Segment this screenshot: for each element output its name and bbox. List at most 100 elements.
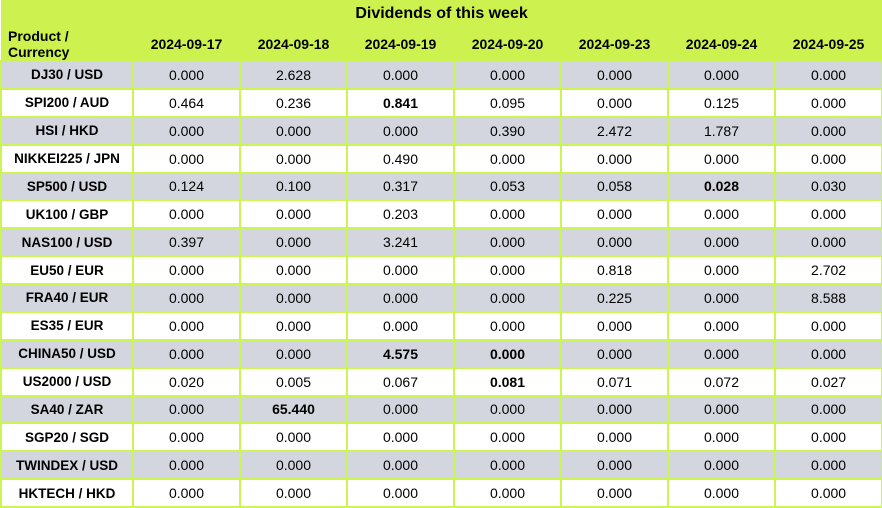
value-cell: 0.000 — [346, 478, 455, 508]
value-cell: 0.000 — [239, 422, 348, 453]
value-cell: 0.000 — [132, 199, 241, 230]
value-cell: 0.124 — [132, 171, 241, 202]
value-cell: 0.071 — [560, 366, 669, 397]
value-cell: 0.000 — [667, 422, 776, 453]
value-cell: 0.000 — [560, 450, 669, 481]
table-row: DJ30 / USD 0.000 2.628 0.000 0.000 0.000 0.000… — [0, 60, 882, 90]
value-cell: 0.000 — [773, 478, 882, 508]
table-body: DJ30 / USD 0.000 2.628 0.000 0.000 0.000 0.000… — [0, 60, 882, 508]
value-cell: 0.490 — [346, 143, 455, 174]
value-cell: 0.000 — [773, 338, 882, 369]
product-cell: SA40 / ZAR — [0, 394, 134, 425]
value-cell: 0.000 — [667, 478, 776, 508]
value-cell: 0.095 — [453, 87, 562, 118]
value-cell: 0.000 — [560, 394, 669, 425]
value-cell: 0.000 — [132, 310, 241, 341]
table-row: HKTECH / HKD 0.000 0.000 0.000 0.000 0.000 0.0… — [0, 478, 882, 508]
value-cell: 0.317 — [346, 171, 455, 202]
table-row: CHINA50 / USD 0.000 0.000 4.575 0.000 0.000 0.… — [0, 338, 882, 369]
value-cell: 0.000 — [453, 227, 562, 258]
value-cell: 0.000 — [667, 255, 776, 285]
value-cell: 0.000 — [560, 227, 669, 258]
value-cell: 0.000 — [453, 478, 562, 508]
product-cell: SGP20 / SGD — [0, 422, 134, 453]
value-cell: 0.000 — [239, 283, 348, 313]
value-cell: 4.575 — [346, 338, 455, 369]
value-cell: 0.464 — [132, 87, 241, 118]
column-header-date-3: 2024-09-19 — [347, 28, 454, 61]
column-header-product: Product / Currency — [1, 28, 133, 61]
product-cell: SPI200 / AUD — [0, 87, 134, 118]
value-cell: 0.000 — [132, 283, 241, 313]
value-cell: 0.000 — [453, 450, 562, 481]
value-cell: 0.000 — [346, 450, 455, 481]
value-cell: 0.020 — [132, 366, 241, 397]
value-cell: 65.440 — [239, 394, 348, 425]
value-cell: 0.000 — [560, 199, 669, 230]
value-cell: 0.000 — [560, 87, 669, 118]
value-cell: 0.000 — [346, 283, 455, 313]
value-cell: 0.818 — [560, 255, 669, 285]
value-cell: 0.236 — [239, 87, 348, 118]
value-cell: 0.000 — [239, 143, 348, 174]
value-cell: 0.053 — [453, 171, 562, 202]
table-row: TWINDEX / USD 0.000 0.000 0.000 0.000 0.000 0.… — [0, 450, 882, 481]
value-cell: 0.000 — [346, 60, 455, 90]
table-row: UK100 / GBP 0.000 0.000 0.203 0.000 0.000 0.00… — [0, 199, 882, 230]
product-cell: EU50 / EUR — [0, 255, 134, 285]
value-cell: 0.000 — [453, 394, 562, 425]
value-cell: 0.225 — [560, 283, 669, 313]
table-row: HSI / HKD 0.000 0.000 0.000 0.390 2.472 1.787 0… — [0, 115, 882, 146]
value-cell: 0.000 — [453, 310, 562, 341]
table-row: US2000 / USD 0.020 0.005 0.067 0.081 0.071 0.0… — [0, 366, 882, 397]
value-cell: 0.000 — [239, 310, 348, 341]
value-cell: 0.000 — [453, 143, 562, 174]
product-cell: FRA40 / EUR — [0, 283, 134, 313]
table-row: SP500 / USD 0.124 0.100 0.317 0.053 0.058 0.02… — [0, 171, 882, 202]
value-cell: 0.100 — [239, 171, 348, 202]
value-cell: 0.000 — [346, 422, 455, 453]
table-row: NAS100 / USD 0.397 0.000 3.241 0.000 0.000 0.0… — [0, 227, 882, 258]
product-cell: SP500 / USD — [0, 171, 134, 202]
column-header-date-6: 2024-09-24 — [668, 28, 775, 61]
value-cell: 0.000 — [346, 310, 455, 341]
value-cell: 0.000 — [667, 60, 776, 90]
column-header-date-4: 2024-09-20 — [454, 28, 561, 61]
column-header-date-7: 2024-09-25 — [775, 28, 882, 61]
value-cell: 0.000 — [453, 199, 562, 230]
value-cell: 0.000 — [453, 338, 562, 369]
value-cell: 0.000 — [346, 115, 455, 146]
table-header-row: Product / Currency 2024-09-17 2024-09-18… — [1, 28, 882, 61]
value-cell: 0.000 — [560, 310, 669, 341]
value-cell: 0.000 — [453, 283, 562, 313]
value-cell: 0.000 — [560, 422, 669, 453]
column-header-date-5: 2024-09-23 — [561, 28, 668, 61]
value-cell: 0.000 — [773, 115, 882, 146]
value-cell: 0.000 — [560, 60, 669, 90]
value-cell: 0.000 — [453, 60, 562, 90]
column-header-date-2: 2024-09-18 — [240, 28, 347, 61]
value-cell: 0.000 — [773, 450, 882, 481]
value-cell: 2.472 — [560, 115, 669, 146]
value-cell: 0.000 — [132, 338, 241, 369]
value-cell: 0.030 — [773, 171, 882, 202]
table-row: SA40 / ZAR 0.000 65.440 0.000 0.000 0.000 0.00… — [0, 394, 882, 425]
value-cell: 0.397 — [132, 227, 241, 258]
value-cell: 2.702 — [773, 255, 882, 285]
value-cell: 0.000 — [132, 143, 241, 174]
value-cell: 0.000 — [773, 199, 882, 230]
value-cell: 0.000 — [667, 143, 776, 174]
value-cell: 0.000 — [239, 255, 348, 285]
value-cell: 0.000 — [667, 338, 776, 369]
value-cell: 0.000 — [773, 394, 882, 425]
value-cell: 0.000 — [667, 450, 776, 481]
product-cell: NIKKEI225 / JPN — [0, 143, 134, 174]
table-row: SPI200 / AUD 0.464 0.236 0.841 0.095 0.000 0.1… — [0, 87, 882, 118]
value-cell: 0.390 — [453, 115, 562, 146]
product-cell: ES35 / EUR — [0, 310, 134, 341]
table-row: NIKKEI225 / JPN 0.000 0.000 0.490 0.000 0.000… — [0, 143, 882, 174]
value-cell: 0.000 — [453, 422, 562, 453]
value-cell: 0.000 — [132, 478, 241, 508]
value-cell: 0.000 — [667, 310, 776, 341]
